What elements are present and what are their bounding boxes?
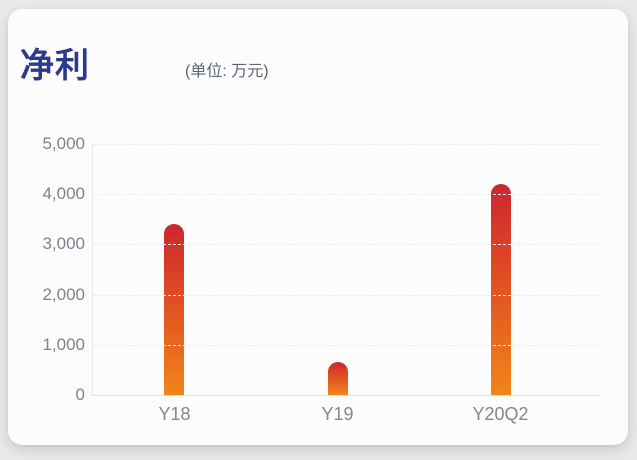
bar-y19[interactable] [327,362,348,395]
bars-area: Y18 Y19 Y20Q2 [93,144,582,424]
y-axis-tick-label: 3,000 [42,234,85,254]
chart-card: 净利 (单位: 万元) Y18 Y19 Y20Q2 5,000 4,000 3,000 2… [8,9,628,445]
y-axis-tick-label: 4,000 [42,184,85,204]
bar-y18[interactable] [164,224,185,395]
chart-title: 净利 [20,47,90,85]
unit-label: (单位: 万元) [185,63,269,80]
bar-y20q2[interactable] [490,184,511,395]
y-axis-tick-label: 1,000 [42,334,85,354]
x-axis-tick-label: Y19 [321,404,354,424]
plot-area: Y18 Y19 Y20Q2 5,000 4,000 3,000 2,000 1,000 0 [42,134,601,424]
x-axis-tick-label: Y18 [158,404,191,424]
x-axis-tick-label: Y20Q2 [472,404,529,424]
y-axis-tick-label: 5,000 [42,134,85,153]
y-axis-tick-label: 0 [75,385,85,404]
y-axis-tick-label: 2,000 [42,284,85,304]
